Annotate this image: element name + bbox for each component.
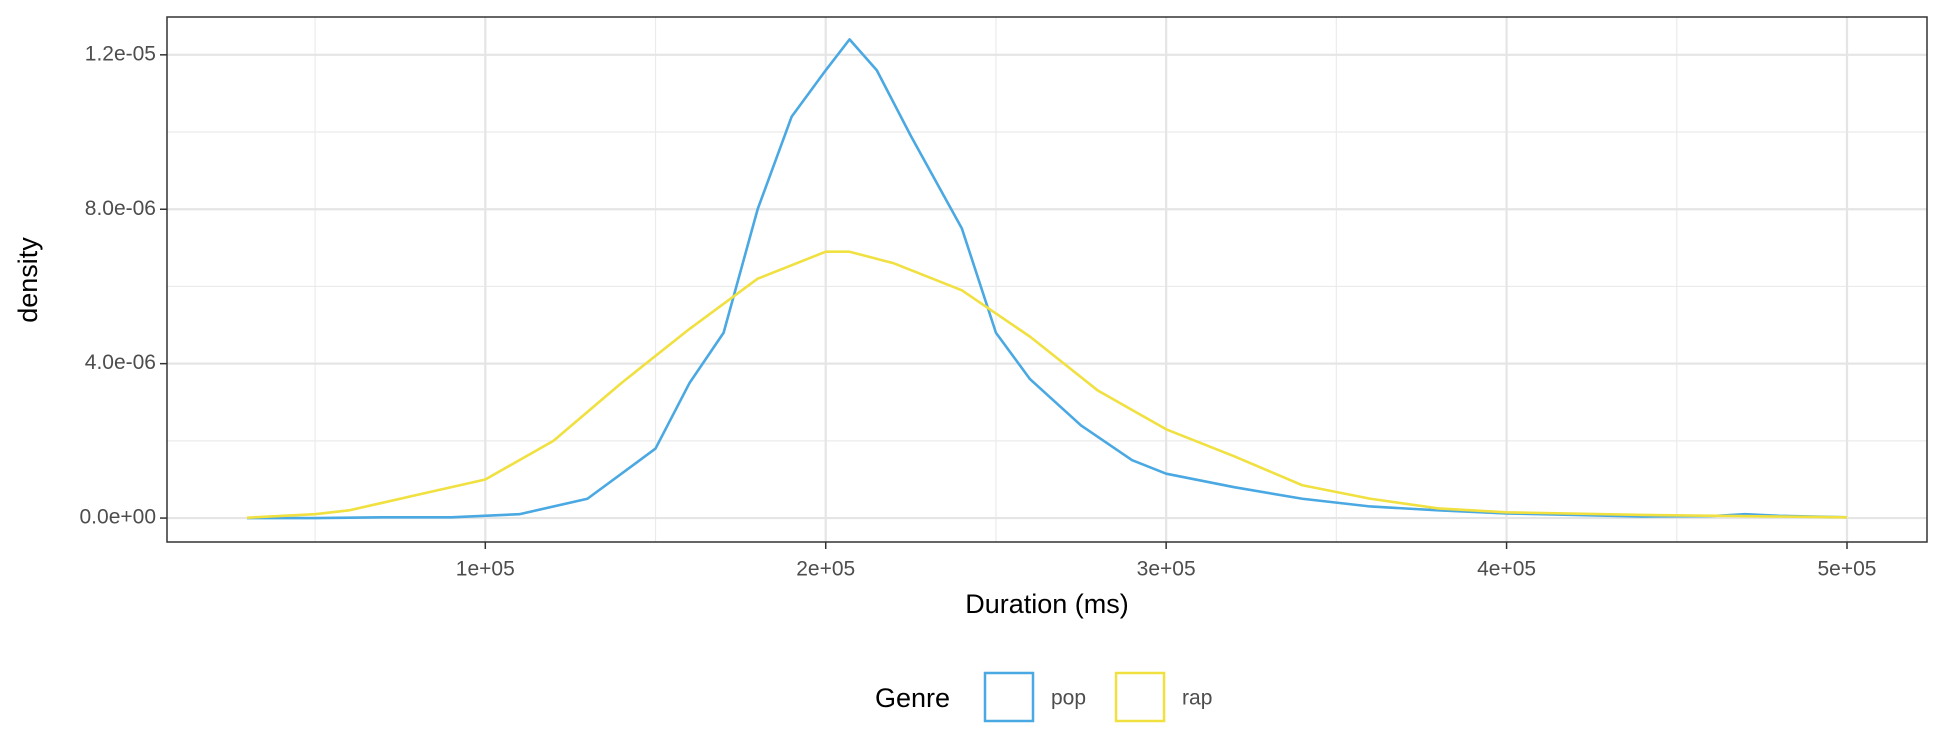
x-axis-title: Duration (ms) (965, 589, 1129, 619)
legend-label: rap (1182, 687, 1212, 710)
x-tick-label: 4e+05 (1477, 558, 1536, 581)
legend-label: pop (1051, 687, 1086, 710)
x-tick-label: 5e+05 (1818, 558, 1877, 581)
y-axis-title: density (13, 237, 43, 323)
y-tick-label: 1.2e-05 (85, 42, 156, 65)
y-tick-label: 0.0e+00 (80, 506, 157, 529)
x-tick-label: 2e+05 (796, 558, 855, 581)
x-tick-label: 3e+05 (1137, 558, 1196, 581)
x-tick-label: 1e+05 (456, 558, 515, 581)
y-tick-label: 4.0e-06 (85, 351, 156, 374)
legend-key (1114, 671, 1166, 723)
legend-key (983, 671, 1035, 723)
panel-border (166, 16, 1928, 543)
density-line (247, 38, 1848, 520)
density-line (246, 250, 1848, 519)
y-tick-label: 8.0e-06 (85, 197, 156, 220)
legend-title: Genre (875, 683, 950, 713)
